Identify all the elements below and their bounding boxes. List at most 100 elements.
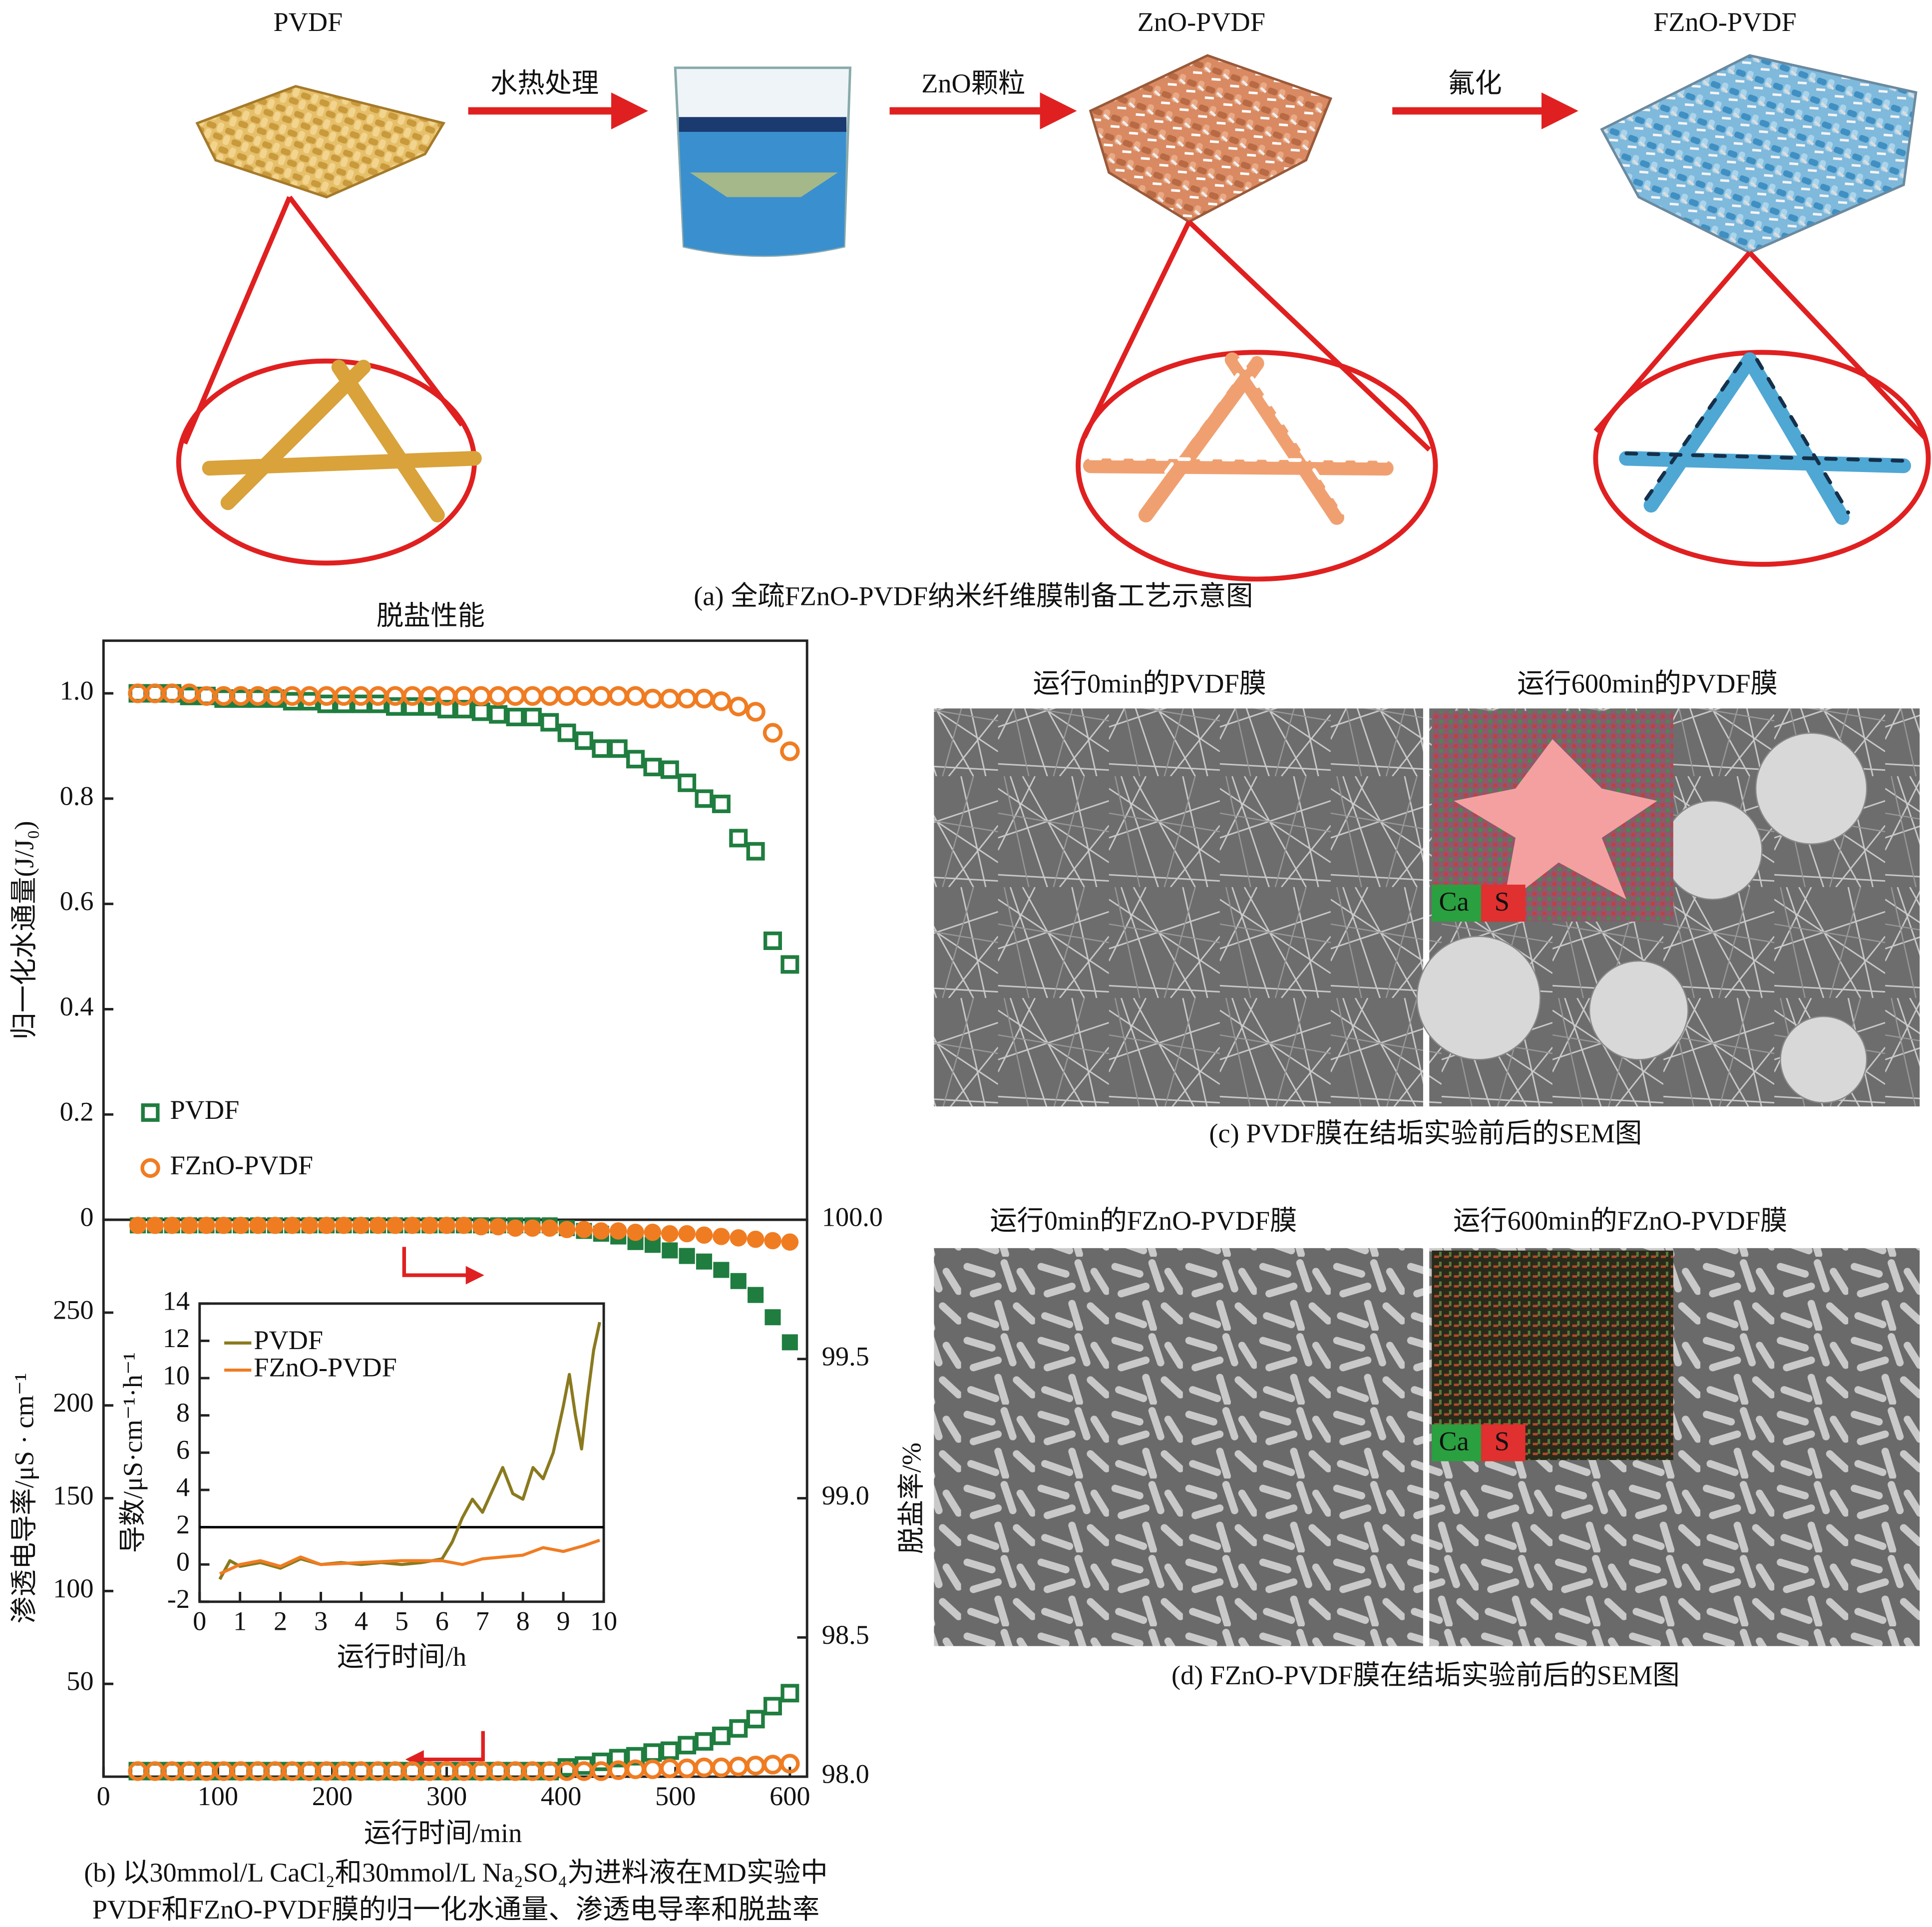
y-axis-label: 导数/μS·cm⁻¹·h⁻¹ bbox=[118, 1352, 148, 1553]
point bbox=[352, 1216, 370, 1234]
point bbox=[677, 688, 697, 709]
chart-title: 脱盐性能 bbox=[377, 601, 485, 631]
point bbox=[643, 1743, 662, 1762]
point bbox=[540, 713, 559, 732]
point bbox=[180, 1216, 198, 1234]
point bbox=[729, 1719, 748, 1738]
point bbox=[626, 750, 645, 769]
x-tick-label: 10 bbox=[590, 1606, 617, 1636]
point bbox=[679, 1248, 695, 1264]
point bbox=[163, 1216, 181, 1234]
point bbox=[746, 702, 766, 722]
point bbox=[352, 694, 371, 713]
x-tick-label: 500 bbox=[655, 1781, 696, 1811]
point bbox=[301, 1216, 318, 1234]
point bbox=[609, 1222, 627, 1240]
y-tick-label: -2 bbox=[167, 1584, 190, 1614]
point bbox=[488, 686, 508, 706]
point bbox=[608, 686, 628, 706]
sem-image bbox=[934, 708, 1423, 1107]
x-tick-label: 600 bbox=[770, 1781, 810, 1811]
title: 运行0min的PVDF膜 bbox=[1033, 668, 1266, 698]
panel-b: 脱盐性能00.20.40.60.81.0归一化水通量(J/J₀)PVDFFZnO… bbox=[9, 601, 927, 1848]
point bbox=[711, 1757, 732, 1778]
point bbox=[505, 686, 525, 706]
point bbox=[317, 694, 336, 713]
point bbox=[471, 686, 491, 706]
y-tick-label: 14 bbox=[163, 1286, 190, 1316]
point bbox=[575, 1221, 593, 1238]
y2-tick-label: 98.5 bbox=[822, 1620, 869, 1650]
panel-a: PVDF 水热处理 ZnO颗粒 ZnO-PVDF 氟化 FZnO-PVDF (a… bbox=[176, 7, 1931, 611]
zoom bbox=[176, 195, 1931, 582]
point bbox=[763, 931, 782, 950]
point bbox=[728, 696, 749, 717]
title: 运行0min的FZnO-PVDF膜 bbox=[990, 1206, 1297, 1236]
beaker bbox=[674, 66, 852, 257]
y-tick-label: 0.2 bbox=[60, 1097, 94, 1127]
legend-swatch bbox=[140, 1158, 160, 1178]
pvdf-sheet bbox=[195, 85, 446, 199]
point bbox=[523, 708, 542, 727]
point bbox=[695, 1226, 713, 1244]
label: ZnO颗粒 bbox=[921, 68, 1025, 98]
point bbox=[712, 794, 731, 813]
line bbox=[218, 1322, 601, 1580]
point bbox=[266, 1216, 284, 1234]
y-tick-label: 8 bbox=[176, 1398, 190, 1428]
plot-frame bbox=[102, 639, 808, 1221]
point bbox=[557, 686, 577, 706]
point bbox=[763, 1697, 782, 1716]
x-axis-label: 运行时间/h bbox=[337, 1642, 466, 1672]
point bbox=[386, 697, 404, 716]
caption: (c) PVDF膜在结垢实验前后的SEM图 bbox=[1209, 1118, 1642, 1148]
point bbox=[591, 686, 611, 706]
point bbox=[420, 697, 439, 716]
y-tick-label: 10 bbox=[163, 1361, 190, 1391]
fzno-sheet bbox=[1600, 54, 1918, 254]
title: 运行600min的FZnO-PVDF膜 bbox=[1453, 1206, 1787, 1236]
point bbox=[506, 1219, 524, 1237]
label: ZnO-PVDF bbox=[1138, 7, 1265, 37]
point bbox=[438, 1216, 455, 1234]
y-tick-label: 200 bbox=[53, 1388, 93, 1418]
point bbox=[489, 705, 508, 724]
point bbox=[592, 1222, 610, 1240]
point bbox=[385, 686, 405, 706]
panel-c: 运行0min的PVDF膜 运行600min的PVDF膜 Ca S (c) PVD… bbox=[934, 668, 1920, 1148]
axis-arrow bbox=[402, 1247, 484, 1285]
point bbox=[232, 1216, 250, 1234]
point bbox=[695, 1732, 714, 1751]
point bbox=[763, 723, 783, 743]
y-axis-label: 渗透电导率/μS · cm⁻¹ bbox=[9, 1373, 39, 1624]
point bbox=[780, 955, 799, 974]
point bbox=[746, 842, 765, 861]
x-tick-label: 3 bbox=[314, 1606, 328, 1636]
point bbox=[574, 731, 593, 750]
point bbox=[335, 1216, 353, 1234]
x-tick-label: 0 bbox=[97, 1781, 110, 1811]
point bbox=[592, 739, 611, 758]
crystal bbox=[1454, 739, 1657, 906]
point bbox=[780, 741, 800, 761]
point bbox=[712, 1726, 731, 1745]
zno-sheet bbox=[1089, 54, 1333, 223]
point bbox=[541, 1219, 559, 1237]
y-tick-label: 0.6 bbox=[60, 886, 94, 916]
point bbox=[146, 1216, 164, 1234]
point bbox=[764, 1232, 781, 1250]
y-tick-label: 6 bbox=[176, 1435, 190, 1465]
point bbox=[284, 1216, 301, 1234]
y2-tick-label: 100.0 bbox=[822, 1202, 883, 1232]
point bbox=[471, 702, 490, 721]
point bbox=[522, 686, 543, 706]
eds-label: S bbox=[1495, 887, 1510, 917]
point bbox=[437, 700, 456, 719]
caption: (a) 全疏FZnO-PVDF纳米纤维膜制备工艺示意图 bbox=[694, 581, 1253, 611]
panel-d: 运行0min的FZnO-PVDF膜 运行600min的FZnO-PVDF膜 Ca… bbox=[934, 1206, 1920, 1690]
point bbox=[746, 1756, 766, 1776]
point bbox=[215, 1216, 233, 1234]
y-tick-label: 2 bbox=[176, 1509, 190, 1539]
